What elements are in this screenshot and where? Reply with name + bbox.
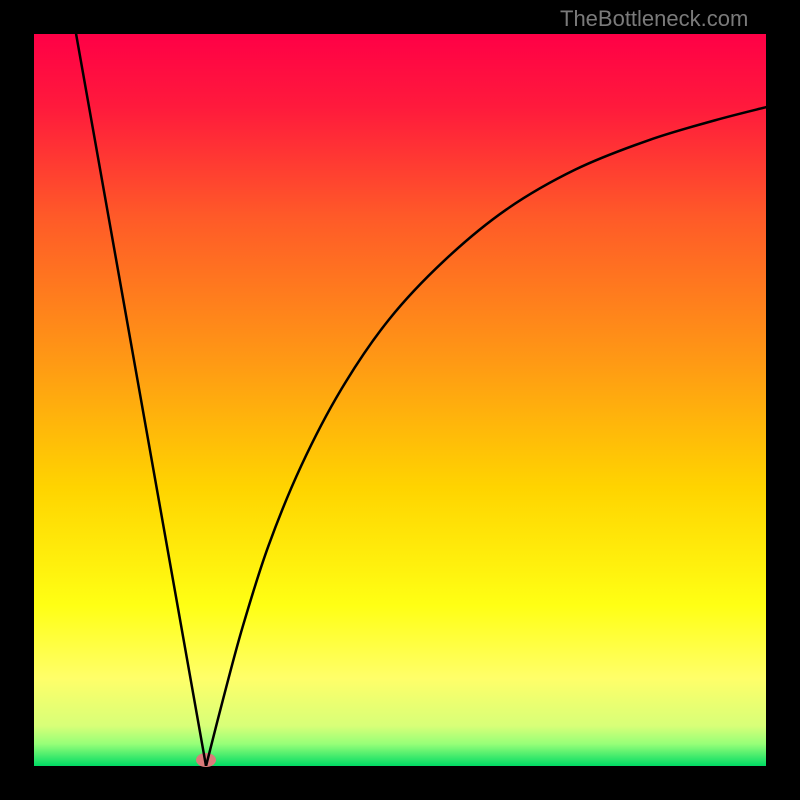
watermark-text: TheBottleneck.com xyxy=(560,6,748,32)
gradient-background xyxy=(34,34,766,766)
plot-area xyxy=(34,34,766,766)
